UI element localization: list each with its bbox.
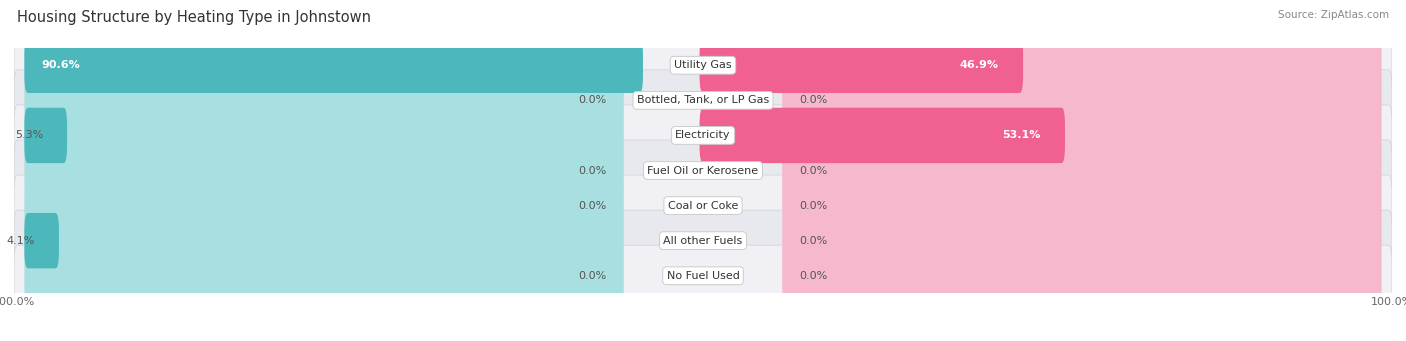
FancyBboxPatch shape bbox=[782, 213, 1382, 268]
Text: 0.0%: 0.0% bbox=[800, 236, 828, 246]
Text: Coal or Coke: Coal or Coke bbox=[668, 201, 738, 211]
Text: 0.0%: 0.0% bbox=[578, 201, 606, 211]
Text: Source: ZipAtlas.com: Source: ZipAtlas.com bbox=[1278, 10, 1389, 20]
FancyBboxPatch shape bbox=[782, 38, 1382, 93]
FancyBboxPatch shape bbox=[24, 38, 624, 93]
Text: 0.0%: 0.0% bbox=[578, 95, 606, 105]
FancyBboxPatch shape bbox=[24, 108, 67, 163]
FancyBboxPatch shape bbox=[14, 210, 1392, 271]
FancyBboxPatch shape bbox=[700, 108, 1064, 163]
FancyBboxPatch shape bbox=[14, 140, 1392, 201]
Legend: Owner-occupied, Renter-occupied: Owner-occupied, Renter-occupied bbox=[583, 338, 823, 341]
FancyBboxPatch shape bbox=[700, 38, 1024, 93]
FancyBboxPatch shape bbox=[24, 108, 624, 163]
FancyBboxPatch shape bbox=[14, 105, 1392, 166]
Text: 4.1%: 4.1% bbox=[7, 236, 35, 246]
FancyBboxPatch shape bbox=[24, 73, 624, 128]
Text: 0.0%: 0.0% bbox=[800, 165, 828, 176]
FancyBboxPatch shape bbox=[14, 35, 1392, 96]
Text: No Fuel Used: No Fuel Used bbox=[666, 271, 740, 281]
Text: Bottled, Tank, or LP Gas: Bottled, Tank, or LP Gas bbox=[637, 95, 769, 105]
FancyBboxPatch shape bbox=[24, 178, 624, 233]
FancyBboxPatch shape bbox=[782, 248, 1382, 303]
FancyBboxPatch shape bbox=[24, 143, 624, 198]
FancyBboxPatch shape bbox=[782, 73, 1382, 128]
Text: 0.0%: 0.0% bbox=[800, 95, 828, 105]
FancyBboxPatch shape bbox=[24, 248, 624, 303]
FancyBboxPatch shape bbox=[24, 213, 59, 268]
Text: 46.9%: 46.9% bbox=[960, 60, 1000, 70]
Text: Electricity: Electricity bbox=[675, 130, 731, 140]
Text: Housing Structure by Heating Type in Johnstown: Housing Structure by Heating Type in Joh… bbox=[17, 10, 371, 25]
FancyBboxPatch shape bbox=[14, 175, 1392, 236]
Text: All other Fuels: All other Fuels bbox=[664, 236, 742, 246]
Text: 90.6%: 90.6% bbox=[42, 60, 80, 70]
Text: 53.1%: 53.1% bbox=[1002, 130, 1040, 140]
FancyBboxPatch shape bbox=[24, 213, 624, 268]
Text: 0.0%: 0.0% bbox=[578, 271, 606, 281]
FancyBboxPatch shape bbox=[14, 245, 1392, 306]
Text: 0.0%: 0.0% bbox=[800, 271, 828, 281]
FancyBboxPatch shape bbox=[782, 178, 1382, 233]
FancyBboxPatch shape bbox=[782, 108, 1382, 163]
Text: Utility Gas: Utility Gas bbox=[675, 60, 731, 70]
Text: 0.0%: 0.0% bbox=[578, 165, 606, 176]
FancyBboxPatch shape bbox=[24, 38, 643, 93]
Text: Fuel Oil or Kerosene: Fuel Oil or Kerosene bbox=[647, 165, 759, 176]
FancyBboxPatch shape bbox=[14, 70, 1392, 131]
Text: 5.3%: 5.3% bbox=[14, 130, 44, 140]
Text: 0.0%: 0.0% bbox=[800, 201, 828, 211]
FancyBboxPatch shape bbox=[782, 143, 1382, 198]
